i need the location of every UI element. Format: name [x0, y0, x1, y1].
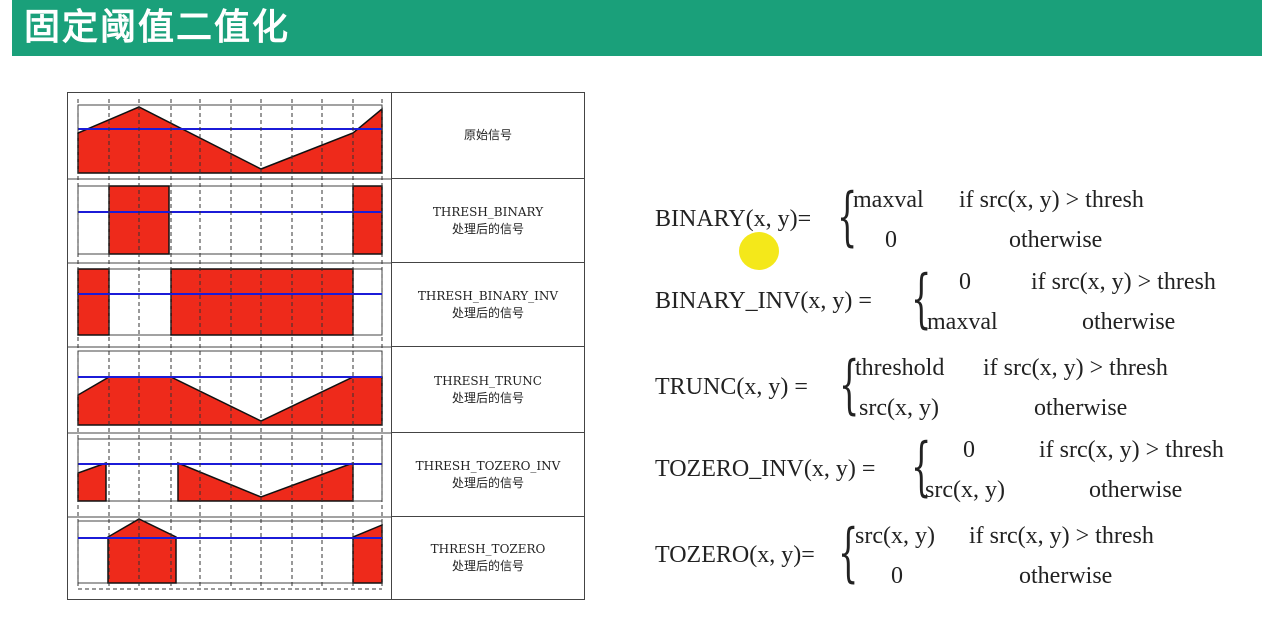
- case2-value: src(x, y): [859, 395, 939, 421]
- plot-thresh-tozero: [77, 518, 383, 584]
- signal-plots: [68, 99, 391, 590]
- formula-binary-inv: BINARY_INV(x, y) = { 0 if src(x, y) > th…: [655, 262, 1255, 342]
- brace-icon: {: [911, 430, 932, 504]
- page-title: 固定阈值二值化: [24, 7, 291, 48]
- case1-condition: if src(x, y) > thresh: [1039, 437, 1224, 463]
- case2-condition: otherwise: [1034, 395, 1128, 421]
- pointer-highlight: [739, 232, 779, 270]
- brace-icon: {: [837, 180, 858, 254]
- case1-condition: if src(x, y) > thresh: [969, 523, 1154, 549]
- formula-binary: BINARY(x, y)= { maxval if src(x, y) > th…: [655, 180, 1255, 260]
- case2-value: 0: [885, 227, 897, 253]
- label-thresh-trunc: THRESH_TRUNC 处理后的信号: [392, 347, 584, 433]
- formula-lhs: TOZERO(x, y)=: [655, 542, 815, 568]
- formula-lhs: BINARY_INV(x, y) =: [655, 288, 872, 314]
- brace-icon: {: [839, 348, 860, 422]
- case1-condition: if src(x, y) > thresh: [983, 355, 1168, 381]
- case1-condition: if src(x, y) > thresh: [1031, 269, 1216, 295]
- case1-condition: if src(x, y) > thresh: [959, 187, 1144, 213]
- formula-lhs: TRUNC(x, y) =: [655, 374, 808, 400]
- case1-value: src(x, y): [855, 523, 935, 549]
- label-thresh-binary: THRESH_BINARY 处理后的信号: [392, 179, 584, 263]
- label-en: THRESH_TOZERO_INV: [415, 458, 561, 473]
- label-cn: 处理后的信号: [451, 221, 524, 236]
- label-en: THRESH_BINARY: [432, 204, 544, 219]
- plot-thresh-trunc: [77, 350, 383, 426]
- brace-icon: {: [911, 262, 932, 336]
- label-thresh-tozero-inv: THRESH_TOZERO_INV 处理后的信号: [392, 433, 584, 517]
- label-original: 原始信号: [392, 93, 584, 179]
- formula-tozero-inv: TOZERO_INV(x, y) = { 0 if src(x, y) > th…: [655, 430, 1255, 510]
- label-cn: 处理后的信号: [451, 559, 524, 573]
- case2-value: 0: [891, 563, 903, 589]
- label-cn: 处理后的信号: [451, 390, 524, 405]
- case2-value: maxval: [927, 309, 998, 335]
- signal-plots-column: [68, 93, 392, 599]
- plot-thresh-tozero-inv: [77, 438, 383, 502]
- label-en: THRESH_TOZERO: [430, 542, 546, 556]
- brace-icon: {: [838, 516, 859, 590]
- case2-condition: otherwise: [1089, 477, 1183, 503]
- case2-condition: otherwise: [1019, 563, 1113, 589]
- formula-lhs: TOZERO_INV(x, y) =: [655, 456, 876, 482]
- case1-value: 0: [959, 269, 971, 295]
- label-en: THRESH_TRUNC: [434, 373, 542, 388]
- label-thresh-binary-inv: THRESH_BINARY_INV 处理后的信号: [392, 263, 584, 347]
- case1-value: threshold: [855, 355, 945, 381]
- formula-tozero: TOZERO(x, y)= { src(x, y) if src(x, y) >…: [655, 516, 1255, 596]
- grid-lines: [77, 99, 383, 589]
- labels-column: 原始信号 THRESH_BINARY 处理后的信号 THRESH_BINARY_…: [392, 93, 584, 599]
- case2-condition: otherwise: [1009, 227, 1103, 253]
- title-bar: 固定阈值二值化: [12, 0, 1262, 56]
- case2-value: src(x, y): [925, 477, 1005, 503]
- threshold-diagram-panel: 原始信号 THRESH_BINARY 处理后的信号 THRESH_BINARY_…: [67, 92, 585, 600]
- label-cn: 处理后的信号: [451, 305, 524, 320]
- label-en: THRESH_BINARY_INV: [417, 288, 559, 303]
- case2-condition: otherwise: [1082, 309, 1176, 335]
- plot-thresh-binary-inv: [77, 268, 383, 336]
- case1-value: maxval: [853, 187, 924, 213]
- label-thresh-tozero: THRESH_TOZERO 处理后的信号: [392, 517, 584, 599]
- formula-lhs: BINARY(x, y)=: [655, 206, 812, 232]
- label-cn: 处理后的信号: [451, 475, 524, 490]
- formula-trunc: TRUNC(x, y) = { threshold if src(x, y) >…: [655, 348, 1255, 428]
- label-cn: 原始信号: [463, 128, 512, 142]
- plot-original: [77, 104, 383, 174]
- plot-thresh-binary: [77, 185, 383, 255]
- case1-value: 0: [963, 437, 975, 463]
